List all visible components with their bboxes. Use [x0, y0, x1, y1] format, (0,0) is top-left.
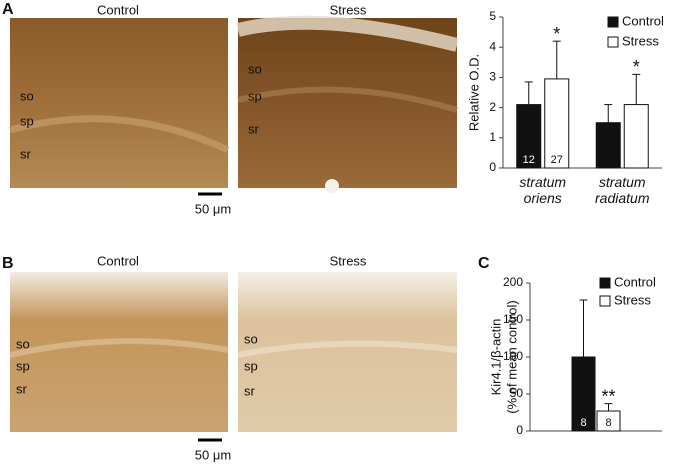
layer-label: so — [20, 88, 34, 103]
legend-swatch — [607, 16, 619, 28]
significance: * — [553, 24, 560, 44]
legend-label: Control — [614, 274, 656, 289]
significance: ** — [601, 386, 615, 406]
image-title: Control — [97, 2, 139, 17]
layer-label: sr — [248, 121, 260, 136]
y-tick-label: 200 — [503, 275, 523, 289]
legend-swatch — [599, 277, 611, 289]
bar — [595, 122, 621, 169]
y-axis-label: Kir4.1/β-actin — [488, 319, 503, 396]
layer-label: so — [248, 61, 262, 76]
cell-layer — [237, 86, 458, 113]
y-tick-label: 0 — [489, 160, 496, 174]
legend-swatch — [607, 36, 619, 48]
layer-label: sr — [244, 383, 256, 398]
y-axis-label: Relative O.D. — [466, 54, 481, 131]
legend-label: Stress — [614, 292, 651, 307]
cell-layer — [9, 338, 229, 358]
y-tick-label: 50 — [510, 386, 524, 400]
legend-swatch — [599, 295, 611, 307]
layer-label: so — [16, 336, 30, 351]
significance: * — [633, 57, 640, 77]
layer-label: sr — [20, 146, 32, 161]
panel-label: C — [478, 255, 490, 272]
y-tick-label: 1 — [489, 130, 496, 144]
layer-label: sp — [248, 88, 262, 103]
y-tick-label: 100 — [503, 349, 523, 363]
bar-label: 8 — [580, 417, 586, 429]
image-title: Stress — [330, 253, 367, 268]
micrograph — [10, 272, 228, 432]
bar — [544, 78, 570, 169]
tissue-edge — [236, 15, 459, 52]
layer-label: sr — [16, 381, 28, 396]
y-tick-label: 150 — [503, 312, 523, 326]
bar-label: 8 — [605, 417, 611, 429]
layer-label: so — [244, 331, 258, 346]
x-tick-label: stratum radiatum — [595, 174, 650, 206]
y-tick-label: 5 — [489, 9, 496, 23]
bar-label: 12 — [523, 154, 535, 166]
panel-label: B — [2, 255, 14, 272]
layer-label: sp — [16, 358, 30, 373]
x-tick-label: stratum oriens — [519, 174, 567, 206]
cell-layer — [237, 340, 458, 358]
layer-label: sp — [244, 358, 258, 373]
layer-label: sp — [20, 113, 34, 128]
y-tick-label: 3 — [489, 70, 496, 84]
scale-bar-label: 50 μm — [195, 201, 231, 216]
bar-label: 27 — [551, 154, 563, 166]
y-tick-label: 0 — [516, 423, 523, 437]
micrograph — [10, 18, 228, 188]
vessel — [325, 179, 339, 193]
y-tick-label: 4 — [489, 39, 496, 53]
bar — [623, 104, 649, 169]
image-title: Stress — [330, 2, 367, 17]
legend-label: Control — [622, 13, 664, 28]
y-axis-label: (% of mean control) — [504, 300, 519, 413]
y-tick-label: 2 — [489, 100, 496, 114]
panel-label: A — [2, 1, 14, 18]
scale-bar-label: 50 μm — [195, 447, 231, 462]
image-title: Control — [97, 253, 139, 268]
legend-label: Stress — [622, 33, 659, 48]
cell-layer — [9, 115, 230, 154]
